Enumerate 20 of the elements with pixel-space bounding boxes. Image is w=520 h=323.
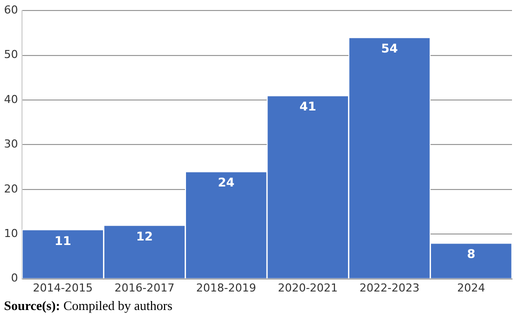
x-tick-label: 2022-2023	[360, 281, 420, 294]
y-tick-label: 40	[4, 92, 18, 106]
x-tick-label: 2014-2015	[32, 281, 93, 294]
data-label: 12	[136, 229, 153, 244]
y-tick-label: 60	[4, 3, 18, 16]
x-tick-label: 2020-2021	[278, 281, 338, 294]
y-tick-label: 10	[4, 226, 18, 240]
x-tick-label: 2018-2019	[196, 281, 256, 294]
data-label: 54	[381, 42, 398, 56]
x-tick-label: 2024	[457, 281, 486, 294]
data-label: 8	[466, 247, 476, 262]
y-tick-label: 50	[4, 48, 18, 62]
data-label: 11	[54, 234, 72, 248]
data-label: 24	[218, 176, 235, 190]
y-tick-label: 0	[10, 272, 18, 285]
source-note: Source(s): Compiled by authors	[4, 298, 174, 314]
data-label: 41	[299, 100, 316, 114]
x-tick-label: 2016-2017	[114, 281, 174, 294]
y-tick-label: 20	[4, 182, 18, 196]
y-tick-label: 30	[4, 138, 18, 151]
